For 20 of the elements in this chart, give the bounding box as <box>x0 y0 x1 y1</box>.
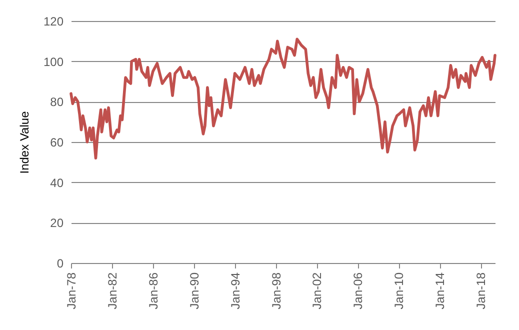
y-tick-label: 20 <box>50 216 64 230</box>
x-tick-label: Jan-98 <box>269 272 284 310</box>
x-tick-label: Jan-94 <box>228 272 242 310</box>
y-tick-label: 100 <box>43 54 64 69</box>
y-tick-label: 80 <box>50 95 64 110</box>
y-tick-label: 60 <box>50 136 64 150</box>
x-tick-label: Jan-86 <box>146 272 160 310</box>
y-tick-label: 120 <box>43 14 64 28</box>
x-tick-label: Jan-18 <box>474 272 488 310</box>
x-tick-label: Jan-10 <box>392 272 406 310</box>
y-tick-label: 40 <box>50 176 64 190</box>
y-axis-title: Index Value <box>17 110 32 174</box>
x-tick-label: Jan-78 <box>64 272 78 310</box>
x-tick-label: Jan-02 <box>310 272 324 310</box>
x-tick-label: Jan-06 <box>351 272 366 310</box>
x-tick-label: Jan-82 <box>105 272 120 310</box>
y-tick-label: 0 <box>56 256 64 270</box>
x-tick-label: Jan-90 <box>187 272 202 310</box>
x-tick-label: Jan-14 <box>433 272 448 310</box>
line-series <box>70 38 496 160</box>
